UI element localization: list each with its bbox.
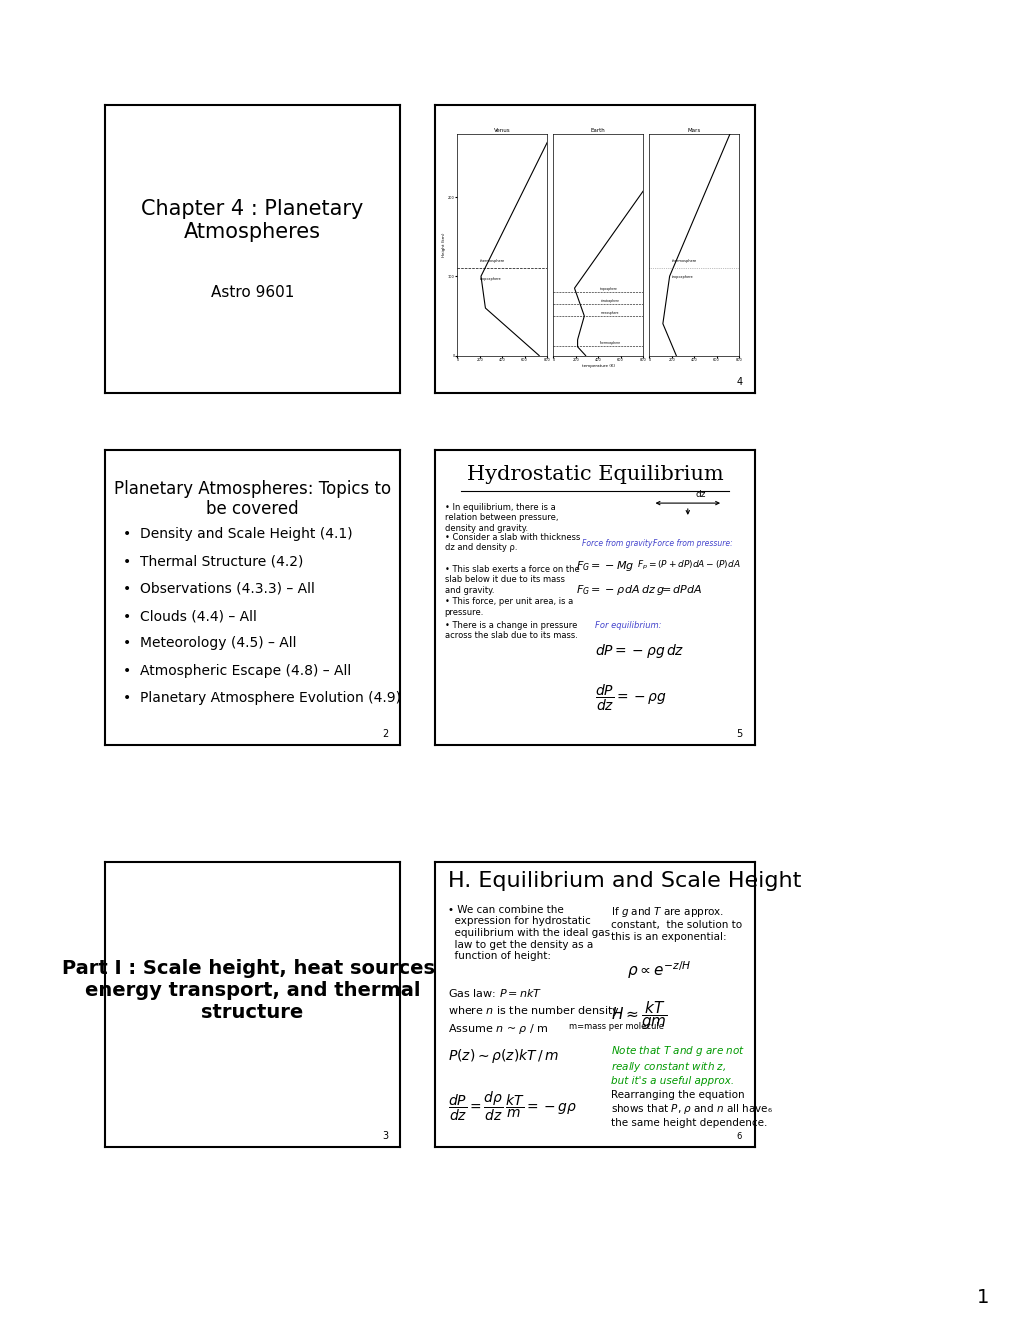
Text: • This slab exerts a force on the
slab below it due to its mass
and gravity.: • This slab exerts a force on the slab b… (444, 565, 579, 595)
Text: 4: 4 (736, 378, 742, 387)
Title: Earth: Earth (590, 128, 605, 133)
Text: 3: 3 (382, 1131, 388, 1142)
Text: where $n$ is the number density.: where $n$ is the number density. (447, 1005, 622, 1019)
Text: $H \approx \dfrac{kT}{gm}$: $H \approx \dfrac{kT}{gm}$ (610, 999, 667, 1031)
Text: troposphere: troposphere (600, 286, 618, 290)
Text: Astro 9601: Astro 9601 (211, 285, 293, 300)
Text: If $g$ and $T$ are approx.
constant,  the solution to
this is an exponential:: If $g$ and $T$ are approx. constant, the… (610, 904, 742, 942)
Text: 5: 5 (736, 729, 742, 739)
Text: $\dfrac{dP}{dz} = \dfrac{d\rho}{dz}\,\dfrac{kT}{m} = -g\rho$: $\dfrac{dP}{dz} = \dfrac{d\rho}{dz}\,\df… (447, 1090, 577, 1123)
Text: Part I : Scale height, heat sources,
energy transport, and thermal
structure: Part I : Scale height, heat sources, ene… (62, 958, 442, 1022)
Text: Planetary Atmospheres: Topics to
be covered: Planetary Atmospheres: Topics to be cove… (114, 479, 390, 519)
Text: $\rho \propto e^{-z/H}$: $\rho \propto e^{-z/H}$ (627, 958, 691, 981)
Text: thermosphere: thermosphere (479, 259, 504, 263)
Text: Chapter 4 : Planetary
Atmospheres: Chapter 4 : Planetary Atmospheres (142, 198, 364, 242)
Text: Force from gravity:: Force from gravity: (582, 539, 654, 548)
Text: •  Planetary Atmosphere Evolution (4.9): • Planetary Atmosphere Evolution (4.9) (122, 692, 400, 705)
Text: •  Atmospheric Escape (4.8) – All: • Atmospheric Escape (4.8) – All (122, 664, 351, 678)
Text: $P(z) \sim \rho(z)kT\,/\,m$: $P(z) \sim \rho(z)kT\,/\,m$ (447, 1047, 558, 1065)
Text: For equilibrium:: For equilibrium: (594, 622, 661, 630)
Text: 1: 1 (976, 1288, 988, 1307)
Text: $= dPdA$: $= dPdA$ (658, 582, 702, 595)
Text: • In equilibrium, there is a
relation between pressure,
density and gravity.: • In equilibrium, there is a relation be… (444, 503, 557, 533)
Text: dz: dz (695, 490, 705, 499)
Text: $F_p = (P+dP)dA-(P)dA$: $F_p = (P+dP)dA-(P)dA$ (636, 560, 740, 573)
Text: stratosphere: stratosphere (600, 298, 619, 302)
Text: •  Clouds (4.4) – All: • Clouds (4.4) – All (122, 609, 257, 623)
Text: Note that $T$ and $g$ are not
really constant with $z$,
but it's a useful approx: Note that $T$ and $g$ are not really con… (610, 1044, 745, 1086)
Text: $dP = -\rho g\, dz$: $dP = -\rho g\, dz$ (594, 642, 684, 660)
Text: Hydrostatic Equilibrium: Hydrostatic Equilibrium (466, 465, 722, 483)
Text: troposphere: troposphere (672, 275, 693, 279)
Text: H. Equilibrium and Scale Height: H. Equilibrium and Scale Height (447, 871, 800, 891)
Text: •  Thermal Structure (4.2): • Thermal Structure (4.2) (122, 554, 303, 568)
Text: Assume $n$ ~ $\rho$ / m: Assume $n$ ~ $\rho$ / m (447, 1022, 548, 1036)
Text: Rearranging the equation
shows that $P$, $\rho$ and $n$ all have₆
the same heigh: Rearranging the equation shows that $P$,… (610, 1090, 772, 1127)
Text: • There is a change in pressure
across the slab due to its mass.: • There is a change in pressure across t… (444, 622, 577, 640)
Title: Venus: Venus (493, 128, 511, 133)
Text: thermosphere: thermosphere (600, 341, 621, 345)
Y-axis label: Height (km): Height (km) (442, 232, 446, 257)
Text: thermosphere: thermosphere (672, 259, 696, 263)
Text: $F_G = -\rho\, dA\, dz\, g$: $F_G = -\rho\, dA\, dz\, g$ (576, 582, 664, 597)
Text: 2: 2 (381, 729, 388, 739)
Text: • This force, per unit area, is a
pressure.: • This force, per unit area, is a pressu… (444, 598, 573, 616)
Text: Gas law: $P = nkT$: Gas law: $P = nkT$ (447, 987, 542, 999)
X-axis label: temperature (K): temperature (K) (581, 364, 614, 368)
Text: troposphere: troposphere (479, 277, 501, 281)
Text: 6: 6 (736, 1133, 742, 1142)
Title: Mars: Mars (687, 128, 700, 133)
Text: •  Density and Scale Height (4.1): • Density and Scale Height (4.1) (122, 527, 352, 541)
Text: mesosphere: mesosphere (600, 310, 619, 314)
Text: m=mass per molecule: m=mass per molecule (569, 1022, 663, 1031)
Text: •  Observations (4.3.3) – All: • Observations (4.3.3) – All (122, 582, 314, 595)
Text: Force from pressure:: Force from pressure: (652, 539, 732, 548)
Text: $\dfrac{dP}{dz} = -\rho g$: $\dfrac{dP}{dz} = -\rho g$ (594, 682, 666, 713)
Text: • Consider a slab with thickness
dz and density ρ.: • Consider a slab with thickness dz and … (444, 532, 580, 552)
Text: •  Meteorology (4.5) – All: • Meteorology (4.5) – All (122, 636, 296, 651)
Text: • We can combine the
  expression for hydrostatic
  equilibrium with the ideal g: • We can combine the expression for hydr… (447, 904, 609, 961)
Text: $F_G = -Mg$: $F_G = -Mg$ (576, 560, 634, 573)
